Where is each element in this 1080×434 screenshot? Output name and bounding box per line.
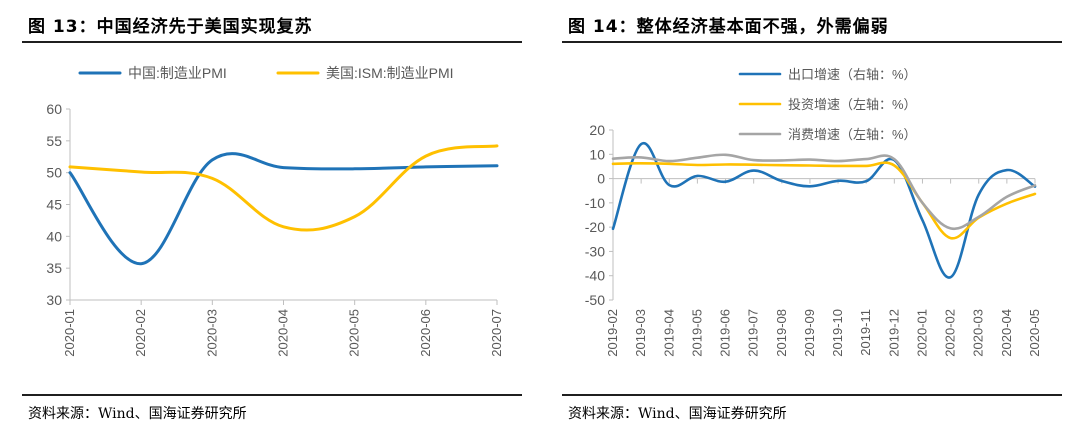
- right-x-tick-label: 2019-08: [774, 309, 789, 357]
- right-x-tick-label: 2019-07: [746, 309, 761, 357]
- right-legend-label-1: 投资增速（左轴：%）: [788, 97, 917, 112]
- left-y-tick-label: 50: [46, 165, 62, 181]
- left-y-tick-label: 35: [46, 260, 62, 276]
- figure-13-chart: 30 35 40 45 50 55 60 2020-01 2020-02 2020-03 2020-…: [46, 65, 504, 357]
- left-legend-label-1: 美国:ISM:制造业PMI: [326, 65, 454, 81]
- right-x-tick-label: 2019-02: [605, 309, 620, 357]
- left-x-tick-label: 2020-05: [347, 309, 362, 357]
- left-x-tick-label: 2020-03: [204, 309, 219, 357]
- figure-14-bottom-rule: [562, 394, 1062, 396]
- figure-13-title: 图 13：中国经济先于美国实现复苏: [28, 17, 313, 37]
- right-legend-label-0: 出口增速（右轴：%）: [788, 67, 917, 82]
- right-x-tick-label: 2020-05: [1027, 309, 1042, 357]
- figure-14-source: 资料来源：Wind、国海证券研究所: [568, 406, 787, 422]
- left-x-tick-label: 2020-01: [62, 309, 77, 357]
- right-y-tick-label: -40: [585, 268, 605, 284]
- right-y-tick-label: -20: [585, 219, 605, 235]
- right-series-line-0: [611, 141, 1037, 279]
- left-y-tick-label: 45: [46, 197, 62, 213]
- right-y-tick-label: 0: [597, 171, 605, 187]
- right-y-tick-label: -10: [585, 195, 605, 211]
- figure-13-source: 资料来源：Wind、国海证券研究所: [28, 406, 247, 422]
- right-x-tick-label: 2020-04: [999, 309, 1014, 357]
- right-y-tick-label: -30: [585, 243, 605, 259]
- figure-14-title: 图 14：整体经济基本面不强，外需偏弱: [568, 17, 889, 37]
- right-x-tick-label: 2020-03: [971, 309, 986, 357]
- right-x-tick-label: 2020-02: [943, 309, 958, 357]
- left-y-tick-label: 40: [46, 228, 62, 244]
- left-y-tick-label: 60: [46, 101, 62, 117]
- left-x-tick-label: 2020-07: [489, 309, 504, 357]
- right-y-tick-label: 20: [589, 122, 605, 138]
- figure-13-bottom-rule: [22, 394, 522, 396]
- right-x-tick-label: 2019-09: [802, 309, 817, 357]
- left-x-tick-label: 2020-06: [418, 309, 433, 357]
- left-legend-label-0: 中国:制造业PMI: [128, 65, 227, 81]
- figure-13-panel: 图 13：中国经济先于美国实现复苏 30 35 40 45 50 55 60 2020-01 2…: [22, 17, 522, 422]
- right-x-tick-label: 2019-05: [689, 309, 704, 357]
- right-series-line-2: [611, 153, 1037, 231]
- right-x-tick-label: 2019-06: [718, 309, 733, 357]
- right-x-tick-label: 2019-10: [830, 309, 845, 357]
- figure-14-panel: 图 14：整体经济基本面不强，外需偏弱 -50 -40 -30 -20 -10 0 10 20…: [540, 0, 1080, 434]
- figure-14-title-rule: [562, 41, 1062, 43]
- right-y-tick-label: -50: [585, 292, 605, 308]
- left-y-tick-label: 55: [46, 133, 62, 149]
- right-y-tick-label: 10: [589, 146, 605, 162]
- figure-14-chart: -50 -40 -30 -20 -10 0 10 20 2019-02 2019-03 2019-0…: [585, 67, 1042, 357]
- right-x-tick-label: 2019-03: [633, 309, 648, 357]
- left-y-tick-label: 30: [46, 292, 62, 308]
- figure-13-title-rule: [22, 41, 522, 43]
- right-x-tick-label: 2019-12: [886, 309, 901, 357]
- left-series-line-0: [68, 152, 499, 266]
- right-series-line-1: [611, 161, 1037, 240]
- right-legend-label-2: 消费增速（左轴：%）: [788, 127, 917, 142]
- right-x-tick-label: 2019-11: [858, 309, 873, 356]
- left-series-line-1: [68, 144, 499, 232]
- right-x-tick-label: 2020-01: [914, 309, 929, 357]
- left-x-tick-label: 2020-04: [276, 309, 291, 357]
- right-x-tick-label: 2019-04: [661, 309, 676, 357]
- left-x-tick-label: 2020-02: [133, 309, 148, 357]
